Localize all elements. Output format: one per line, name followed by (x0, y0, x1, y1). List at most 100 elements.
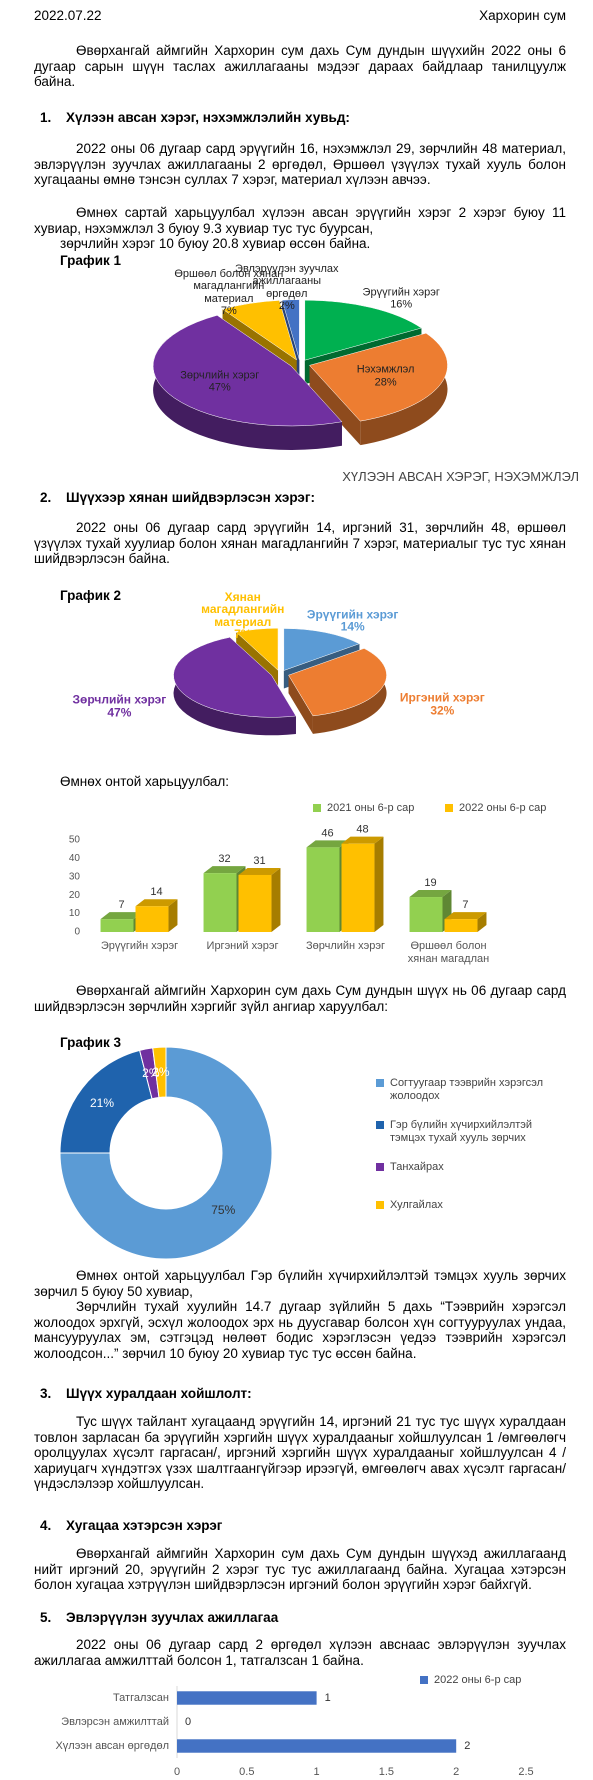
legend-item: 2022 оны 6-р сар (420, 1674, 521, 1687)
bar (238, 874, 272, 932)
bar-top (203, 866, 246, 874)
heading-number: 1. (40, 110, 52, 125)
x-tick-label: 1.5 (379, 1766, 394, 1778)
slice-label: Нэхэмжлэл 28% (331, 364, 441, 389)
slice-label: 75% (211, 1204, 235, 1217)
slice-label: Зөрчлийн хэрэг 47% (64, 694, 174, 719)
value-label: 1 (325, 1692, 331, 1704)
slice-value: 7% (220, 305, 237, 318)
legend-label: Хулгайлах (390, 1199, 443, 1211)
slice-value: 2% (152, 1064, 170, 1079)
x-tick-label: Иргэний хэрэг (206, 940, 279, 952)
slice-value: 2% (278, 300, 295, 313)
value-label: 32 (218, 853, 230, 865)
slice-side (360, 333, 448, 446)
chart-canvas: 0 0.5 1 1.5 2 2.5 2 0 1 Хүлээн авсан өргөдөл Эвлэр… (55, 1686, 534, 1778)
paragraph: Өвөрхангай аймгийн Хархорин сум дахь Сум… (34, 1546, 566, 1592)
legend-label: Гэр бүлийн хүчирхийлэлтэй тэмцэх тухай х… (390, 1119, 533, 1144)
bar (135, 906, 169, 932)
chart-5: 0 0.5 1 1.5 2 2.5 2 0 1 Хүлээн авсан өргөдөл Эвлэр… (0, 1674, 593, 1778)
x-tick-label: Зөрчлийн хэрэг (305, 940, 386, 952)
legend-swatch (376, 1079, 384, 1087)
bar-top (409, 890, 452, 898)
y-tick-label: 0 (74, 927, 80, 938)
legend-item: Танхайрах (376, 1161, 566, 1174)
x-tick-label: 1 (314, 1766, 320, 1778)
bar-side (168, 899, 178, 932)
slice (152, 315, 343, 427)
slice-category: Хянан магадлангийн материал (201, 589, 285, 629)
heading: 5. Эвлэрүүлэн зуучлах ажиллагаа (40, 1610, 560, 1626)
slice-value: 16% (390, 298, 413, 311)
legend-label: Согтуугаар тээврийн хэрэгсэл жолоодох (390, 1077, 544, 1102)
legend-label: 2022 оны 6-р сар (434, 1674, 522, 1686)
paragraph: Өмнөх сартай харьцуулбал хүлээн авсан эр… (34, 205, 566, 236)
slice-side (309, 365, 361, 446)
slice-value: 2% (142, 1066, 160, 1081)
y-tick-label: Татгалзсан (113, 1692, 169, 1704)
x-tick-label: 0 (174, 1766, 180, 1778)
slice (222, 300, 298, 361)
heading-number: 4. (40, 1518, 52, 1533)
slice-category: Эрүүгийн хэрэг (362, 286, 440, 299)
y-tick-label: Хүлээн авсан өргөдөл (55, 1740, 169, 1752)
heading-text: Шүүхээр хянан шийдвэрлэсэн хэрэг: (66, 490, 316, 505)
legend-swatch (445, 804, 453, 812)
paragraph: Зөрчлийн тухай хуулийн 14.7 дугаар зүйли… (34, 1299, 566, 1361)
slice (288, 648, 387, 717)
paragraph: 2022 оны 06 дугаар сард эрүүгийн 14, ирг… (34, 520, 566, 566)
heading: 3. Шүүх хуралдаан хойшлолт: (40, 1386, 560, 1402)
bar-top (238, 867, 281, 875)
heading: 2. Шүүхээр хянан шийдвэрлэсэн хэрэг: (40, 490, 560, 506)
heading-text: Хугацаа хэтэрсэн хэрэг (66, 1518, 223, 1533)
heading-number: 5. (40, 1610, 52, 1625)
value-label: 7 (462, 899, 468, 911)
value-label: 31 (253, 855, 265, 867)
slice (235, 627, 279, 671)
chart-canvas (152, 299, 448, 450)
slice (283, 628, 360, 671)
paragraph: Тус шүүх тайлант хугацаанд эрүүгийн 14, … (34, 1414, 566, 1491)
value-label: 0 (185, 1716, 191, 1728)
slice (281, 299, 300, 360)
bar-side (271, 867, 281, 932)
bar-top (306, 840, 349, 848)
slice (304, 299, 422, 361)
y-tick-label: 20 (69, 890, 81, 901)
slice-category: Нэхэмжлэл (356, 363, 415, 376)
legend-swatch (376, 1121, 384, 1129)
paragraph: Өмнөх онтой харьцуулбал Гэр бүлийн хүчир… (34, 1268, 566, 1299)
heading: 4. Хугацаа хэтэрсэн хэрэг (40, 1518, 560, 1534)
chart-1: Эрүүгийн хэрэг 16% Нэхэмжлэл 28% Зөрчлийн хэ… (0, 263, 593, 484)
y-tick-label: 50 (69, 835, 81, 846)
value-label: 14 (150, 886, 162, 898)
slice-category: Эрүүгийн хэрэг (306, 607, 399, 622)
legend-item: Хулгайлах (376, 1199, 566, 1212)
slice-label: Өршөөл болон хянан магадлангийн материал… (174, 268, 284, 318)
value-label: 19 (424, 877, 436, 889)
heading-number: 2. (40, 490, 52, 505)
x-tick-label: Өршөөл болон хянан магадлан (407, 940, 490, 965)
slice-value: 32% (430, 703, 455, 718)
y-tick-label: 30 (69, 871, 81, 882)
slice-label: Зөрчлийн хэрэг 47% (165, 369, 275, 394)
value-label: 2 (464, 1740, 470, 1752)
heading-number: 3. (40, 1386, 52, 1401)
y-tick-label: 10 (69, 908, 81, 919)
slice-category: Зөрчлийн хэрэг (180, 369, 260, 382)
slice-label: 2% (142, 1067, 159, 1080)
bar-top (100, 912, 143, 920)
chart-canvas (59, 1046, 273, 1260)
legend-swatch (376, 1163, 384, 1171)
slice (59, 1046, 273, 1260)
slice-category: Иргэний хэрэг (399, 690, 485, 705)
x-tick-label: 2 (453, 1766, 459, 1778)
legend-swatch (420, 1676, 428, 1684)
slice-value: 7% (234, 627, 252, 642)
header: 2022.07.22 Хархорин сум (34, 8, 566, 24)
slice-value: 14% (340, 619, 365, 634)
legend-swatch (376, 1201, 384, 1209)
slice (309, 332, 448, 422)
legend-label: 2022 оны 6-р сар (459, 802, 547, 814)
